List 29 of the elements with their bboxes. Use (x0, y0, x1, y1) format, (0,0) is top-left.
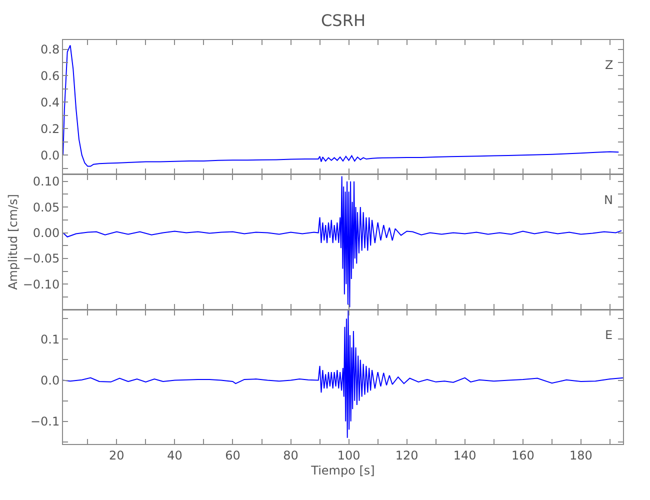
y-tick-label: 0.00 (32, 226, 60, 240)
y-tick-label: 0.2 (40, 122, 60, 136)
annotation: E (605, 328, 613, 342)
y-tick-label: 0.0 (40, 373, 60, 388)
x-tick-label: 120 (395, 448, 418, 462)
y-tick-label: 0.4 (40, 95, 60, 110)
y-tick-label: −0.1 (30, 414, 60, 429)
x-tick-label: 60 (225, 448, 240, 462)
x-tick-label: 100 (337, 448, 360, 462)
x-axis-title: Tiempo [s] (310, 463, 375, 478)
y-tick-label: 0.10 (32, 174, 60, 189)
x-tick-label: 140 (453, 448, 476, 462)
x-tick-label: 40 (167, 448, 182, 462)
annotation: N (604, 193, 613, 207)
y-tick-label: 0.1 (40, 332, 60, 346)
y-tick-label: 0.0 (40, 148, 60, 162)
y-tick-label: 0.6 (40, 68, 60, 83)
y-tick-label: 0.8 (40, 42, 60, 56)
x-tick-label: 20 (109, 448, 124, 462)
chart-title: CSRH (321, 11, 366, 30)
line-series (63, 44, 620, 167)
y-axis-title: Amplitud [cm/s] (6, 194, 20, 290)
y-tick-label: 0.05 (32, 200, 60, 214)
annotation: Z (605, 58, 614, 72)
y-tick-label: −0.05 (22, 252, 60, 266)
y-tick-label: −0.10 (22, 277, 60, 292)
x-tick-label: 180 (569, 448, 592, 462)
x-tick-label: 80 (283, 448, 298, 462)
x-tick-label: 160 (511, 448, 534, 462)
